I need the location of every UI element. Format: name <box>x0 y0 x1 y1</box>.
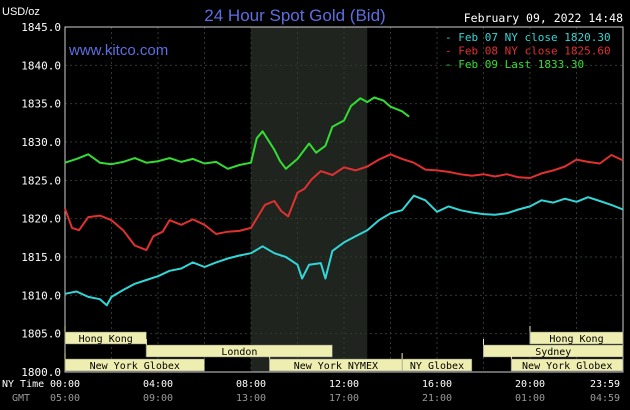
price-series <box>64 96 624 307</box>
x-tick-label-gmt: 13:00 <box>236 393 266 404</box>
y-tick-label: 1800.0 <box>21 366 61 379</box>
x-tick-label-ny: 08:00 <box>236 379 266 390</box>
x-tick-label-ny: 04:00 <box>143 379 173 390</box>
y-tick-label: 1815.0 <box>21 251 61 264</box>
session-bar <box>401 358 473 372</box>
nymex-highlight-band <box>251 27 368 372</box>
y-tick-label: 1835.0 <box>21 98 61 111</box>
x-tick-label-ny: 20:00 <box>515 379 545 390</box>
session-label: New York Globex <box>90 361 180 372</box>
y-tick-label: 1810.0 <box>21 289 61 302</box>
y-tick-label: 1840.0 <box>21 59 61 72</box>
x-tick-label-ny: 12:00 <box>329 379 359 390</box>
session-bar <box>483 344 624 358</box>
x-tick-label-gmt: 09:00 <box>143 393 173 404</box>
plot-area <box>64 26 624 373</box>
unit-label: USD/oz <box>2 6 40 18</box>
y-tick-label: 1820.0 <box>21 213 61 226</box>
session-label: New York Globex <box>522 361 612 372</box>
session-label: NY Globex <box>410 361 464 372</box>
x-tick-label-gmt: 21:00 <box>422 393 452 404</box>
gmt-label: GMT <box>12 393 30 404</box>
session-bar <box>64 331 147 345</box>
x-tick-label-ny: 23:59 <box>590 379 620 390</box>
market-sessions: Hong Kong Hong Kong London Sydney New York G… <box>64 326 624 372</box>
session-bar <box>511 358 624 372</box>
legend-entry: - Feb 08 NY close 1825.60 <box>445 45 611 58</box>
x-tick-label-ny: 16:00 <box>422 379 452 390</box>
chart-title: 24 Hour Spot Gold (Bid) <box>204 6 385 25</box>
session-bar <box>64 358 205 372</box>
series-line-0 <box>64 194 624 307</box>
y-tick-label: 1845.0 <box>21 21 61 34</box>
series-line-2 <box>64 96 410 170</box>
session-label: New York NYMEX <box>294 361 378 372</box>
session-label: London <box>221 347 257 358</box>
legend-entry: - Feb 07 NY close 1820.30 <box>445 31 611 44</box>
session-label: Hong Kong <box>549 334 603 345</box>
x-tick-label-gmt: 05:00 <box>50 393 80 404</box>
chart-date: February 09, 2022 14:48 <box>464 11 623 25</box>
x-tick-label-gmt: 04:59 <box>590 393 620 404</box>
x-tick-label-ny: 00:00 <box>50 379 80 390</box>
x-tick-label-gmt: 17:00 <box>329 393 359 404</box>
y-tick-label: 1805.0 <box>21 328 61 341</box>
y-tick-label: 1830.0 <box>21 136 61 149</box>
legend-entry: - Feb 09 Last 1833.30 <box>445 58 584 71</box>
legend: - Feb 07 NY close 1820.30- Feb 08 NY clo… <box>445 31 611 71</box>
ny-time-label: NY Time <box>2 379 44 390</box>
session-bar <box>146 344 333 358</box>
session-label: Sydney <box>535 347 571 358</box>
y-tick-label: 1825.0 <box>21 174 61 187</box>
site-url[interactable]: www.kitco.com <box>68 42 168 59</box>
plot-frame <box>64 26 624 373</box>
series-line-1 <box>64 153 624 252</box>
session-label: Hong Kong <box>79 334 133 345</box>
axes: 1845.0 1840.0 1835.0 1830.0 1825.0 1820.0 1815… <box>21 21 620 404</box>
session-bar <box>529 331 624 345</box>
x-tick-label-gmt: 01:00 <box>515 393 545 404</box>
